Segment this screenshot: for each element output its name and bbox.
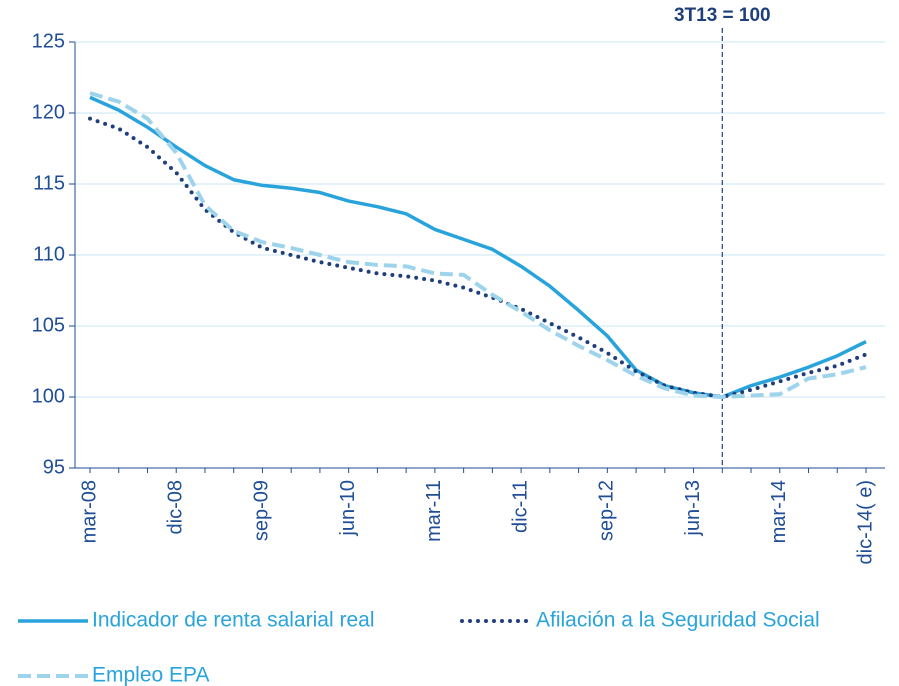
x-tick-label: mar-14 [768,480,790,543]
x-tick-label: dic-11 [509,480,531,533]
series-line [88,116,868,399]
y-tick-label: 105 [32,314,65,336]
y-tick-label: 95 [43,456,65,478]
reference-label: 3T13 = 100 [674,5,771,26]
legend-label: Afilación a la Seguridad Social [536,609,820,632]
x-tick-label: mar-11 [423,480,445,542]
x-tick-label: dic-08 [165,480,187,534]
y-tick-label: 100 [32,385,65,407]
x-tick-label: sep-12 [596,480,618,541]
y-tick-label: 115 [33,172,65,194]
y-tick-label: 110 [33,243,65,265]
x-tick-label: jun-13 [682,480,704,537]
y-tick-label: 125 [32,30,65,52]
legend-label: Empleo EPA [92,664,210,686]
series-line [89,91,867,399]
x-tick-label: sep-09 [251,480,273,541]
x-tick-label: dic-14( e) [854,480,876,564]
x-tick-label: mar-08 [78,480,100,543]
y-tick-label: 120 [32,101,65,123]
legend-label: Indicador de renta salarial real [92,609,375,632]
x-tick-label: jun-10 [337,480,359,537]
series-line [89,95,867,399]
